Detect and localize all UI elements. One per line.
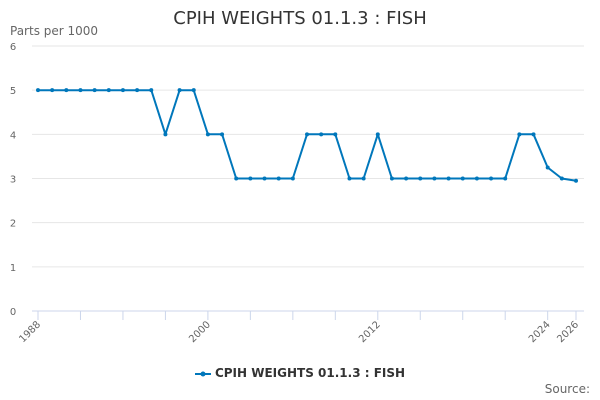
data-point[interactable] (135, 88, 140, 93)
data-point[interactable] (446, 176, 451, 181)
data-point[interactable] (545, 165, 550, 170)
y-axis-label: Parts per 1000 (10, 24, 99, 38)
data-point[interactable] (489, 176, 494, 181)
data-point[interactable] (149, 88, 154, 93)
data-point[interactable] (432, 176, 437, 181)
data-point[interactable] (290, 176, 295, 181)
data-point[interactable] (262, 176, 267, 181)
data-series[interactable] (36, 88, 578, 183)
data-point[interactable] (418, 176, 423, 181)
svg-text:1: 1 (10, 263, 16, 274)
data-point[interactable] (474, 176, 479, 181)
svg-text:6: 6 (10, 42, 16, 53)
data-point[interactable] (574, 178, 578, 183)
data-point[interactable] (375, 132, 380, 137)
data-point[interactable] (517, 132, 522, 137)
data-point[interactable] (205, 132, 210, 137)
data-point[interactable] (559, 176, 564, 181)
source-note: Source: (544, 382, 590, 396)
svg-text:2026: 2026 (555, 319, 581, 345)
svg-text:2012: 2012 (357, 319, 383, 345)
data-point[interactable] (163, 132, 168, 137)
svg-text:3: 3 (10, 175, 16, 186)
data-point[interactable] (36, 88, 40, 93)
data-point[interactable] (389, 176, 394, 181)
data-point[interactable] (191, 88, 196, 93)
y-axis-ticks: 0 1 2 3 4 5 6 (10, 42, 16, 318)
data-point[interactable] (106, 88, 111, 93)
svg-text:2: 2 (10, 219, 16, 230)
data-point[interactable] (276, 176, 281, 181)
svg-text:2000: 2000 (187, 319, 213, 345)
legend-item[interactable]: CPIH WEIGHTS 01.1.3 : FISH (0, 366, 600, 380)
data-point[interactable] (361, 176, 366, 181)
x-axis: 1988 2000 2012 2024 2026 (17, 310, 584, 345)
data-point[interactable] (305, 132, 309, 137)
svg-text:0: 0 (10, 307, 16, 318)
data-point[interactable] (347, 176, 352, 181)
data-point[interactable] (50, 88, 55, 93)
svg-text:1988: 1988 (17, 319, 43, 345)
data-point[interactable] (234, 176, 239, 181)
data-point[interactable] (460, 176, 465, 181)
svg-text:4: 4 (10, 130, 16, 141)
data-point[interactable] (248, 176, 253, 181)
legend-label: CPIH WEIGHTS 01.1.3 : FISH (214, 366, 406, 380)
data-point[interactable] (64, 88, 69, 93)
data-point[interactable] (220, 132, 225, 137)
legend-line-icon (194, 371, 211, 376)
data-point[interactable] (503, 176, 508, 181)
data-point[interactable] (333, 132, 338, 137)
gridlines (32, 45, 584, 268)
data-point[interactable] (531, 132, 536, 137)
chart-title: CPIH WEIGHTS 01.1.3 : FISH (173, 8, 427, 29)
data-point[interactable] (404, 176, 409, 181)
data-point[interactable] (78, 88, 83, 93)
data-point[interactable] (319, 132, 324, 137)
data-point[interactable] (92, 88, 97, 93)
svg-text:2024: 2024 (527, 319, 553, 345)
svg-text:5: 5 (10, 86, 16, 97)
data-point[interactable] (120, 88, 125, 93)
data-point[interactable] (177, 88, 182, 93)
